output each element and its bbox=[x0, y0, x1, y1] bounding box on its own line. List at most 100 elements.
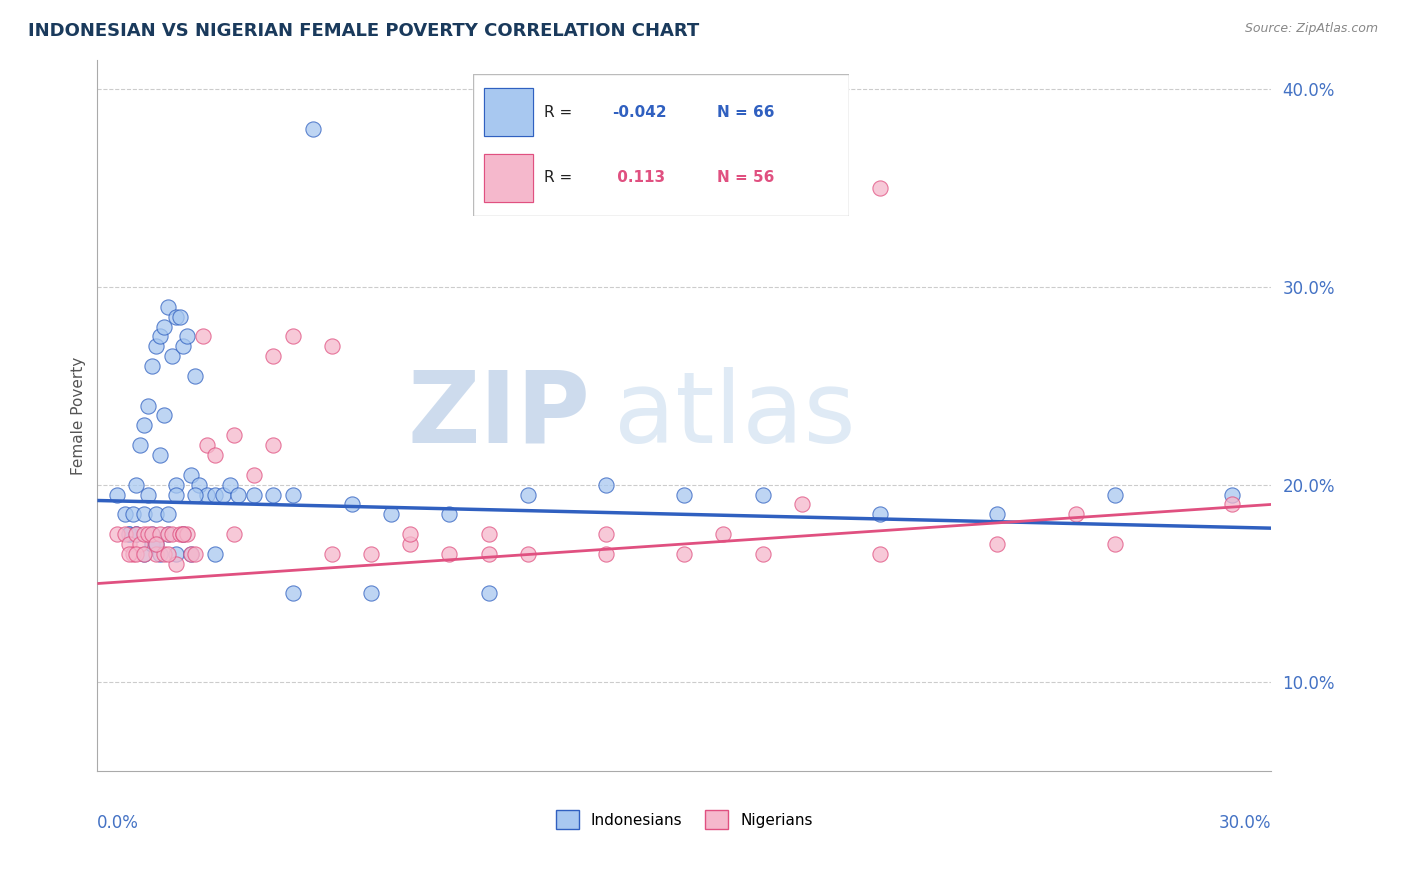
Point bbox=[360, 586, 382, 600]
Point bbox=[380, 508, 402, 522]
Point bbox=[172, 339, 194, 353]
Point bbox=[180, 547, 202, 561]
Point bbox=[986, 537, 1008, 551]
Text: 0.0%: 0.0% bbox=[97, 814, 139, 832]
Point bbox=[118, 527, 141, 541]
Point bbox=[180, 467, 202, 482]
Point bbox=[211, 487, 233, 501]
Text: 30.0%: 30.0% bbox=[1219, 814, 1271, 832]
Point bbox=[176, 527, 198, 541]
Point bbox=[156, 527, 179, 541]
Point bbox=[184, 368, 207, 383]
Point bbox=[262, 438, 284, 452]
Point bbox=[478, 586, 501, 600]
Point bbox=[149, 448, 172, 462]
Point bbox=[262, 487, 284, 501]
Point bbox=[156, 547, 179, 561]
Point bbox=[149, 527, 172, 541]
Point bbox=[262, 349, 284, 363]
Point bbox=[169, 310, 191, 324]
Point bbox=[156, 527, 179, 541]
Point bbox=[1104, 537, 1126, 551]
Point bbox=[134, 527, 156, 541]
Point bbox=[125, 527, 148, 541]
Point bbox=[226, 487, 249, 501]
Text: Source: ZipAtlas.com: Source: ZipAtlas.com bbox=[1244, 22, 1378, 36]
Point bbox=[165, 547, 187, 561]
Point bbox=[149, 547, 172, 561]
Point bbox=[125, 527, 148, 541]
Text: atlas: atlas bbox=[614, 367, 855, 464]
Point bbox=[156, 508, 179, 522]
Point bbox=[281, 487, 304, 501]
Point bbox=[399, 537, 422, 551]
Point bbox=[136, 399, 159, 413]
Point bbox=[176, 329, 198, 343]
Point bbox=[121, 508, 143, 522]
Point bbox=[141, 527, 163, 541]
Point bbox=[195, 487, 218, 501]
Text: INDONESIAN VS NIGERIAN FEMALE POVERTY CORRELATION CHART: INDONESIAN VS NIGERIAN FEMALE POVERTY CO… bbox=[28, 22, 699, 40]
Point bbox=[153, 319, 176, 334]
Point bbox=[1220, 487, 1243, 501]
Point bbox=[165, 487, 187, 501]
Point bbox=[399, 527, 422, 541]
Point bbox=[869, 547, 891, 561]
Point bbox=[125, 527, 148, 541]
Point bbox=[219, 477, 242, 491]
Point bbox=[751, 487, 773, 501]
Point bbox=[195, 438, 218, 452]
Point bbox=[184, 547, 207, 561]
Point bbox=[134, 547, 156, 561]
Point bbox=[114, 508, 136, 522]
Y-axis label: Female Poverty: Female Poverty bbox=[72, 356, 86, 475]
Point bbox=[141, 359, 163, 373]
Point bbox=[180, 547, 202, 561]
Point bbox=[134, 547, 156, 561]
Point bbox=[165, 557, 187, 571]
Point bbox=[281, 329, 304, 343]
Text: ZIP: ZIP bbox=[408, 367, 591, 464]
Point bbox=[121, 547, 143, 561]
Point bbox=[160, 527, 183, 541]
Point bbox=[172, 527, 194, 541]
Point bbox=[869, 181, 891, 195]
Legend: Indonesians, Nigerians: Indonesians, Nigerians bbox=[550, 804, 820, 835]
Point bbox=[516, 547, 538, 561]
Point bbox=[1104, 487, 1126, 501]
Point bbox=[129, 438, 152, 452]
Point bbox=[673, 547, 696, 561]
Point bbox=[360, 547, 382, 561]
Point bbox=[595, 547, 617, 561]
Point bbox=[134, 418, 156, 433]
Point bbox=[145, 537, 167, 551]
Point bbox=[165, 310, 187, 324]
Point bbox=[673, 487, 696, 501]
Point bbox=[172, 527, 194, 541]
Point bbox=[321, 339, 343, 353]
Point bbox=[105, 487, 128, 501]
Point bbox=[751, 547, 773, 561]
Point bbox=[125, 547, 148, 561]
Point bbox=[869, 508, 891, 522]
Point bbox=[321, 547, 343, 561]
Point bbox=[105, 527, 128, 541]
Point bbox=[114, 527, 136, 541]
Point bbox=[145, 339, 167, 353]
Point bbox=[439, 547, 461, 561]
Point bbox=[478, 527, 501, 541]
Point bbox=[188, 477, 211, 491]
Point bbox=[204, 448, 226, 462]
Point bbox=[243, 487, 266, 501]
Point bbox=[136, 487, 159, 501]
Point bbox=[153, 547, 176, 561]
Point bbox=[118, 527, 141, 541]
Point bbox=[281, 586, 304, 600]
Point bbox=[191, 329, 214, 343]
Point bbox=[595, 477, 617, 491]
Point bbox=[118, 547, 141, 561]
Point bbox=[1064, 508, 1087, 522]
Point bbox=[145, 547, 167, 561]
Point bbox=[340, 498, 363, 512]
Point bbox=[141, 527, 163, 541]
